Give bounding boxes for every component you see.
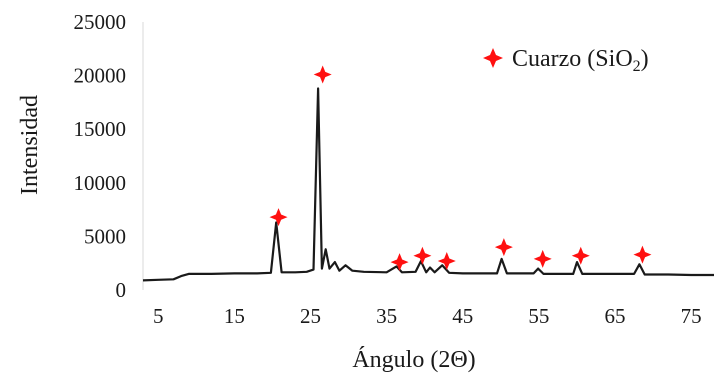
y-tick-label: 0 xyxy=(116,278,127,302)
legend-label-subscript: 2 xyxy=(633,58,641,75)
peak-marker xyxy=(313,65,332,84)
x-tick-label: 25 xyxy=(300,304,321,328)
series-line xyxy=(142,87,714,282)
x-axis-title: Ángulo (2Θ) xyxy=(352,347,475,373)
legend-label-main: Cuarzo (SiO xyxy=(512,46,633,72)
peak-marker xyxy=(413,246,432,265)
y-tick-label: 20000 xyxy=(74,64,127,88)
legend-label: Cuarzo (SiO2) xyxy=(512,46,649,75)
y-tick-label: 15000 xyxy=(74,117,127,141)
peak-marker xyxy=(437,252,456,271)
x-tick-label: 5 xyxy=(153,304,164,328)
y-tick-label: 25000 xyxy=(74,10,127,34)
x-tick-labels: 5 15 25 35 45 55 65 75 xyxy=(153,304,702,328)
x-tick-label: 45 xyxy=(452,304,473,328)
peak-marker xyxy=(269,208,288,227)
x-tick-label: 15 xyxy=(224,304,245,328)
x-tick-label: 75 xyxy=(681,304,702,328)
peak-marker xyxy=(633,245,652,264)
y-tick-label: 10000 xyxy=(74,171,127,195)
x-tick-label: 55 xyxy=(528,304,549,328)
y-tick-label: 5000 xyxy=(84,224,126,248)
y-axis-title: Intensidad xyxy=(17,95,43,195)
peak-marker xyxy=(571,246,590,265)
legend-marker xyxy=(483,48,503,68)
legend-label-suffix: ) xyxy=(641,46,649,72)
peak-marker xyxy=(494,238,513,257)
legend: Cuarzo (SiO2) xyxy=(483,46,649,75)
peak-marker xyxy=(390,253,409,272)
peak-marker xyxy=(533,249,552,268)
y-tick-labels: 0 5000 10000 15000 20000 25000 xyxy=(74,10,127,302)
x-tick-label: 35 xyxy=(376,304,397,328)
peak-markers xyxy=(269,65,652,272)
x-tick-label: 65 xyxy=(605,304,626,328)
